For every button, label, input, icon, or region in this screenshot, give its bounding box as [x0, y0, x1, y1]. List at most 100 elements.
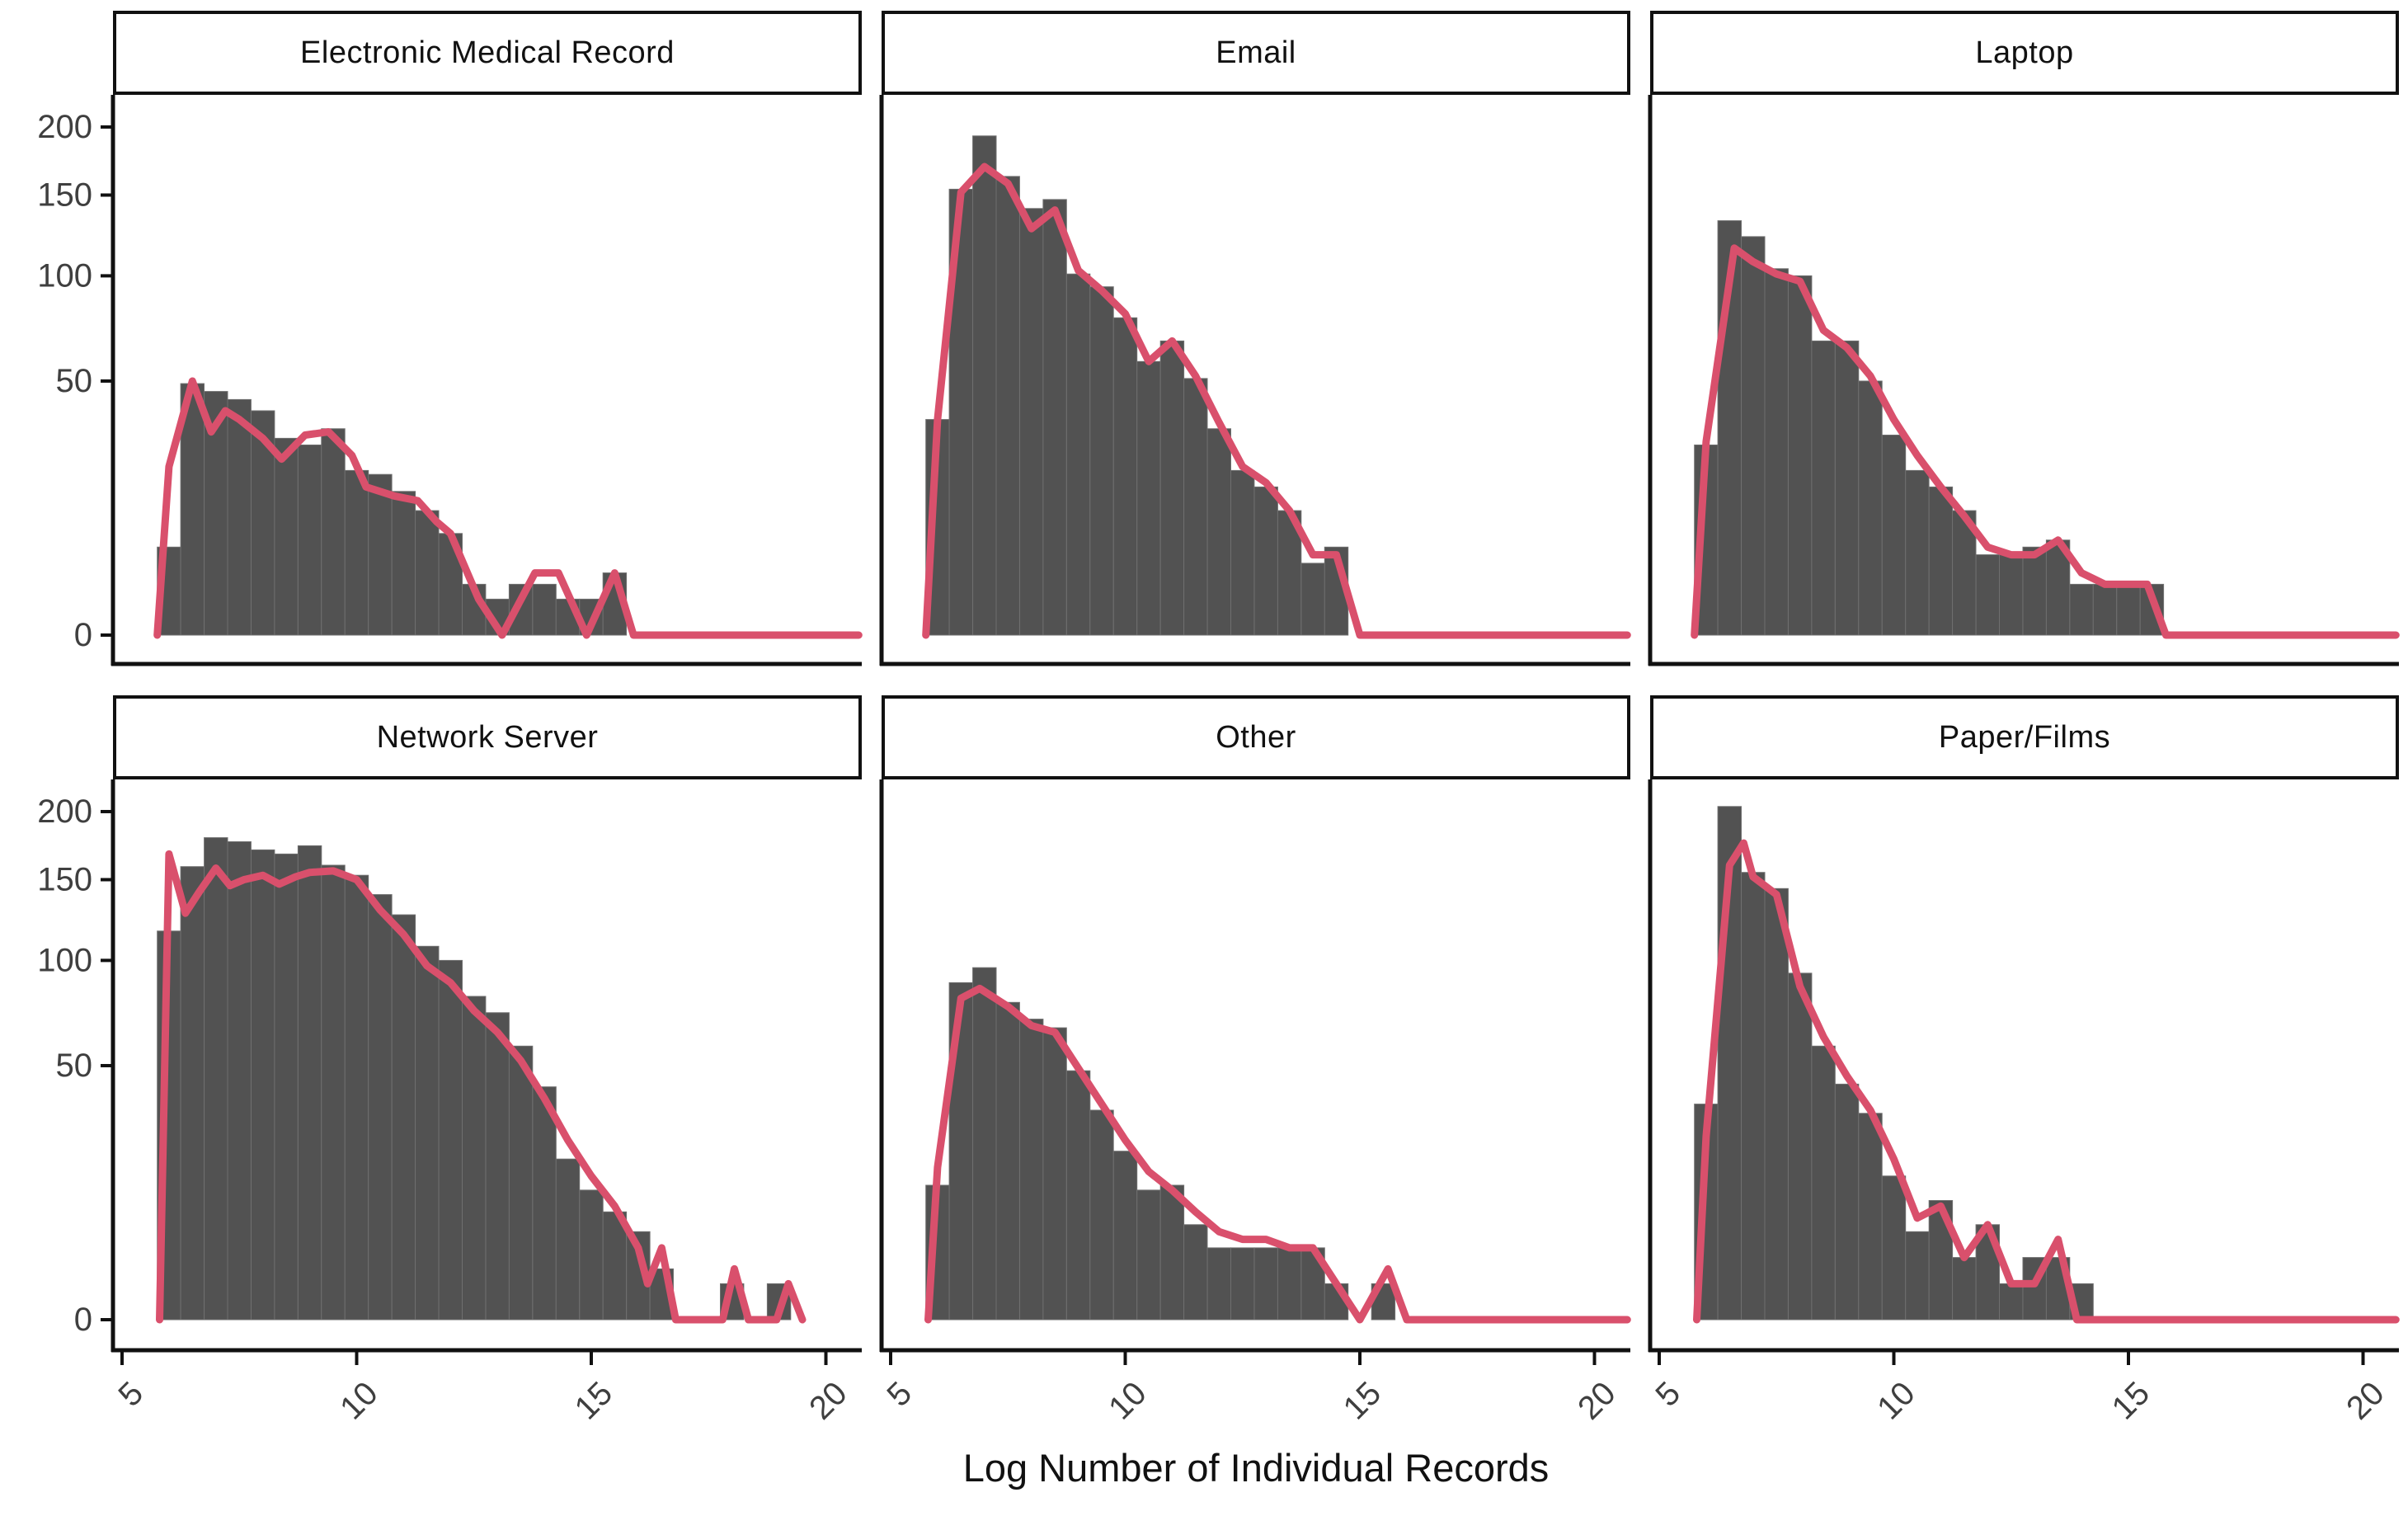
- histogram-bar: [391, 914, 416, 1321]
- histogram-bar: [1999, 554, 2024, 636]
- histogram-bar: [297, 445, 322, 636]
- facet-title: Other: [1216, 719, 1296, 755]
- histogram-bar: [508, 1045, 534, 1321]
- histogram-bar: [1065, 273, 1091, 636]
- histogram-bar: [1042, 1027, 1067, 1321]
- histogram-bar: [1065, 1070, 1091, 1321]
- histogram-bar: [1183, 1224, 1208, 1321]
- histogram-bar: [1881, 1175, 1907, 1321]
- histogram-bar: [1764, 887, 1789, 1321]
- histogram-bars: [925, 967, 1396, 1321]
- facet-title: Network Server: [376, 719, 599, 755]
- histogram-bar: [1811, 1045, 1836, 1321]
- histogram-bar: [1253, 486, 1278, 636]
- x-tick-label: 15: [568, 1375, 620, 1427]
- x-tick-label: 10: [1870, 1375, 1922, 1427]
- x-tick-label: 5: [1648, 1375, 1687, 1414]
- histogram-bar: [462, 996, 487, 1321]
- histogram-bar: [995, 1001, 1020, 1321]
- histogram-bar: [1183, 378, 1208, 636]
- histogram-bar: [1300, 563, 1325, 636]
- x-tick-label: 5: [111, 1375, 150, 1414]
- facet-panel-paper-films: 5 10 15 20: [1648, 779, 2400, 1427]
- histogram-bar: [532, 1086, 557, 1321]
- histogram-bar: [368, 894, 393, 1321]
- y-tick-label: 200: [37, 793, 92, 830]
- x-tick-label: 20: [1571, 1375, 1623, 1427]
- facet-strip-other: Other: [882, 695, 1630, 779]
- histogram-bar: [1112, 1151, 1138, 1321]
- y-tick-label: 0: [74, 1302, 92, 1338]
- histogram-bar: [1253, 1247, 1278, 1321]
- histogram-bar: [1159, 1184, 1185, 1321]
- histogram-bar: [251, 849, 275, 1321]
- histogram-bar: [1834, 340, 1860, 636]
- histogram-bar: [972, 135, 997, 636]
- facet-title: Email: [1216, 35, 1296, 70]
- x-tick-label: 15: [2105, 1375, 2157, 1427]
- y-tick-label: 50: [56, 363, 93, 399]
- histogram-bar: [995, 176, 1020, 636]
- histogram-bar: [1371, 1283, 1396, 1321]
- facet-panel-laptop: [1648, 95, 2400, 666]
- histogram-bar: [1858, 380, 1883, 636]
- histogram-bar: [532, 583, 557, 636]
- histogram-bar: [1905, 469, 1930, 636]
- histogram-bar: [485, 1012, 510, 1321]
- histogram-bar: [1089, 286, 1114, 636]
- facet-strip-paper-films: Paper/Films: [1650, 695, 2399, 779]
- histogram-bar: [180, 866, 205, 1321]
- histogram-bar: [1811, 340, 1836, 636]
- histogram-bar: [1136, 360, 1161, 636]
- histogram-bar: [1230, 1247, 1255, 1321]
- histogram-bar: [180, 383, 205, 636]
- x-tick-label: 20: [802, 1375, 854, 1427]
- y-tick-label: 100: [37, 257, 92, 294]
- histogram-bar: [1159, 340, 1185, 636]
- histogram-bar: [2116, 583, 2141, 636]
- y-tick-label: 100: [37, 942, 92, 978]
- facet-strip-email: Email: [882, 11, 1630, 95]
- histogram-bar: [1741, 236, 1766, 636]
- histogram-bars: [1694, 220, 2165, 636]
- freqpoly-line: [156, 850, 807, 1324]
- facet-title: Electronic Medical Record: [300, 35, 675, 70]
- facet-strip-emr: Electronic Medical Record: [113, 11, 862, 95]
- histogram-bar: [1277, 1247, 1302, 1321]
- histogram-bar: [2022, 546, 2047, 636]
- facet-title: Paper/Films: [1938, 719, 2111, 755]
- histogram-bar: [579, 1189, 604, 1321]
- histogram-bar: [1112, 317, 1138, 636]
- histogram-bar: [1928, 1200, 1954, 1321]
- histogram-bar: [1999, 1283, 2024, 1321]
- histogram-bar: [415, 510, 440, 636]
- histogram-bar: [2092, 583, 2118, 636]
- histogram-bar: [274, 437, 299, 636]
- facet-panel-other: 5 10 15 20: [879, 779, 1631, 1427]
- histogram-bars: [157, 383, 628, 636]
- histogram-bars: [1694, 806, 2094, 1321]
- histogram-bar: [1019, 208, 1044, 636]
- histogram-bar: [602, 1211, 628, 1321]
- facet-strip-network-server: Network Server: [113, 695, 862, 779]
- y-tick-label: 0: [74, 617, 92, 653]
- histogram-bars: [925, 135, 1349, 636]
- x-tick-label: 15: [1337, 1375, 1389, 1427]
- facet-panel-emr: 200 150 100 50 0: [37, 95, 863, 666]
- histogram-bar: [204, 837, 228, 1321]
- histogram-bar: [1881, 435, 1907, 636]
- histogram-bar: [1042, 199, 1067, 636]
- facet-strip-laptop: Laptop: [1650, 11, 2399, 95]
- histogram-bar: [1834, 1083, 1860, 1321]
- x-tick-label: 5: [880, 1375, 919, 1414]
- histogram-bar: [227, 398, 252, 636]
- freqpoly-line: [1691, 244, 2400, 639]
- histogram-bar: [415, 945, 440, 1321]
- y-tick-label: 150: [37, 177, 92, 214]
- histogram-bar: [1741, 872, 1766, 1321]
- histogram-bar: [321, 864, 346, 1321]
- y-tick-label: 200: [37, 109, 92, 145]
- freqpoly-line: [922, 162, 1631, 639]
- histogram-bars: [157, 837, 792, 1321]
- histogram-bar: [1136, 1189, 1161, 1321]
